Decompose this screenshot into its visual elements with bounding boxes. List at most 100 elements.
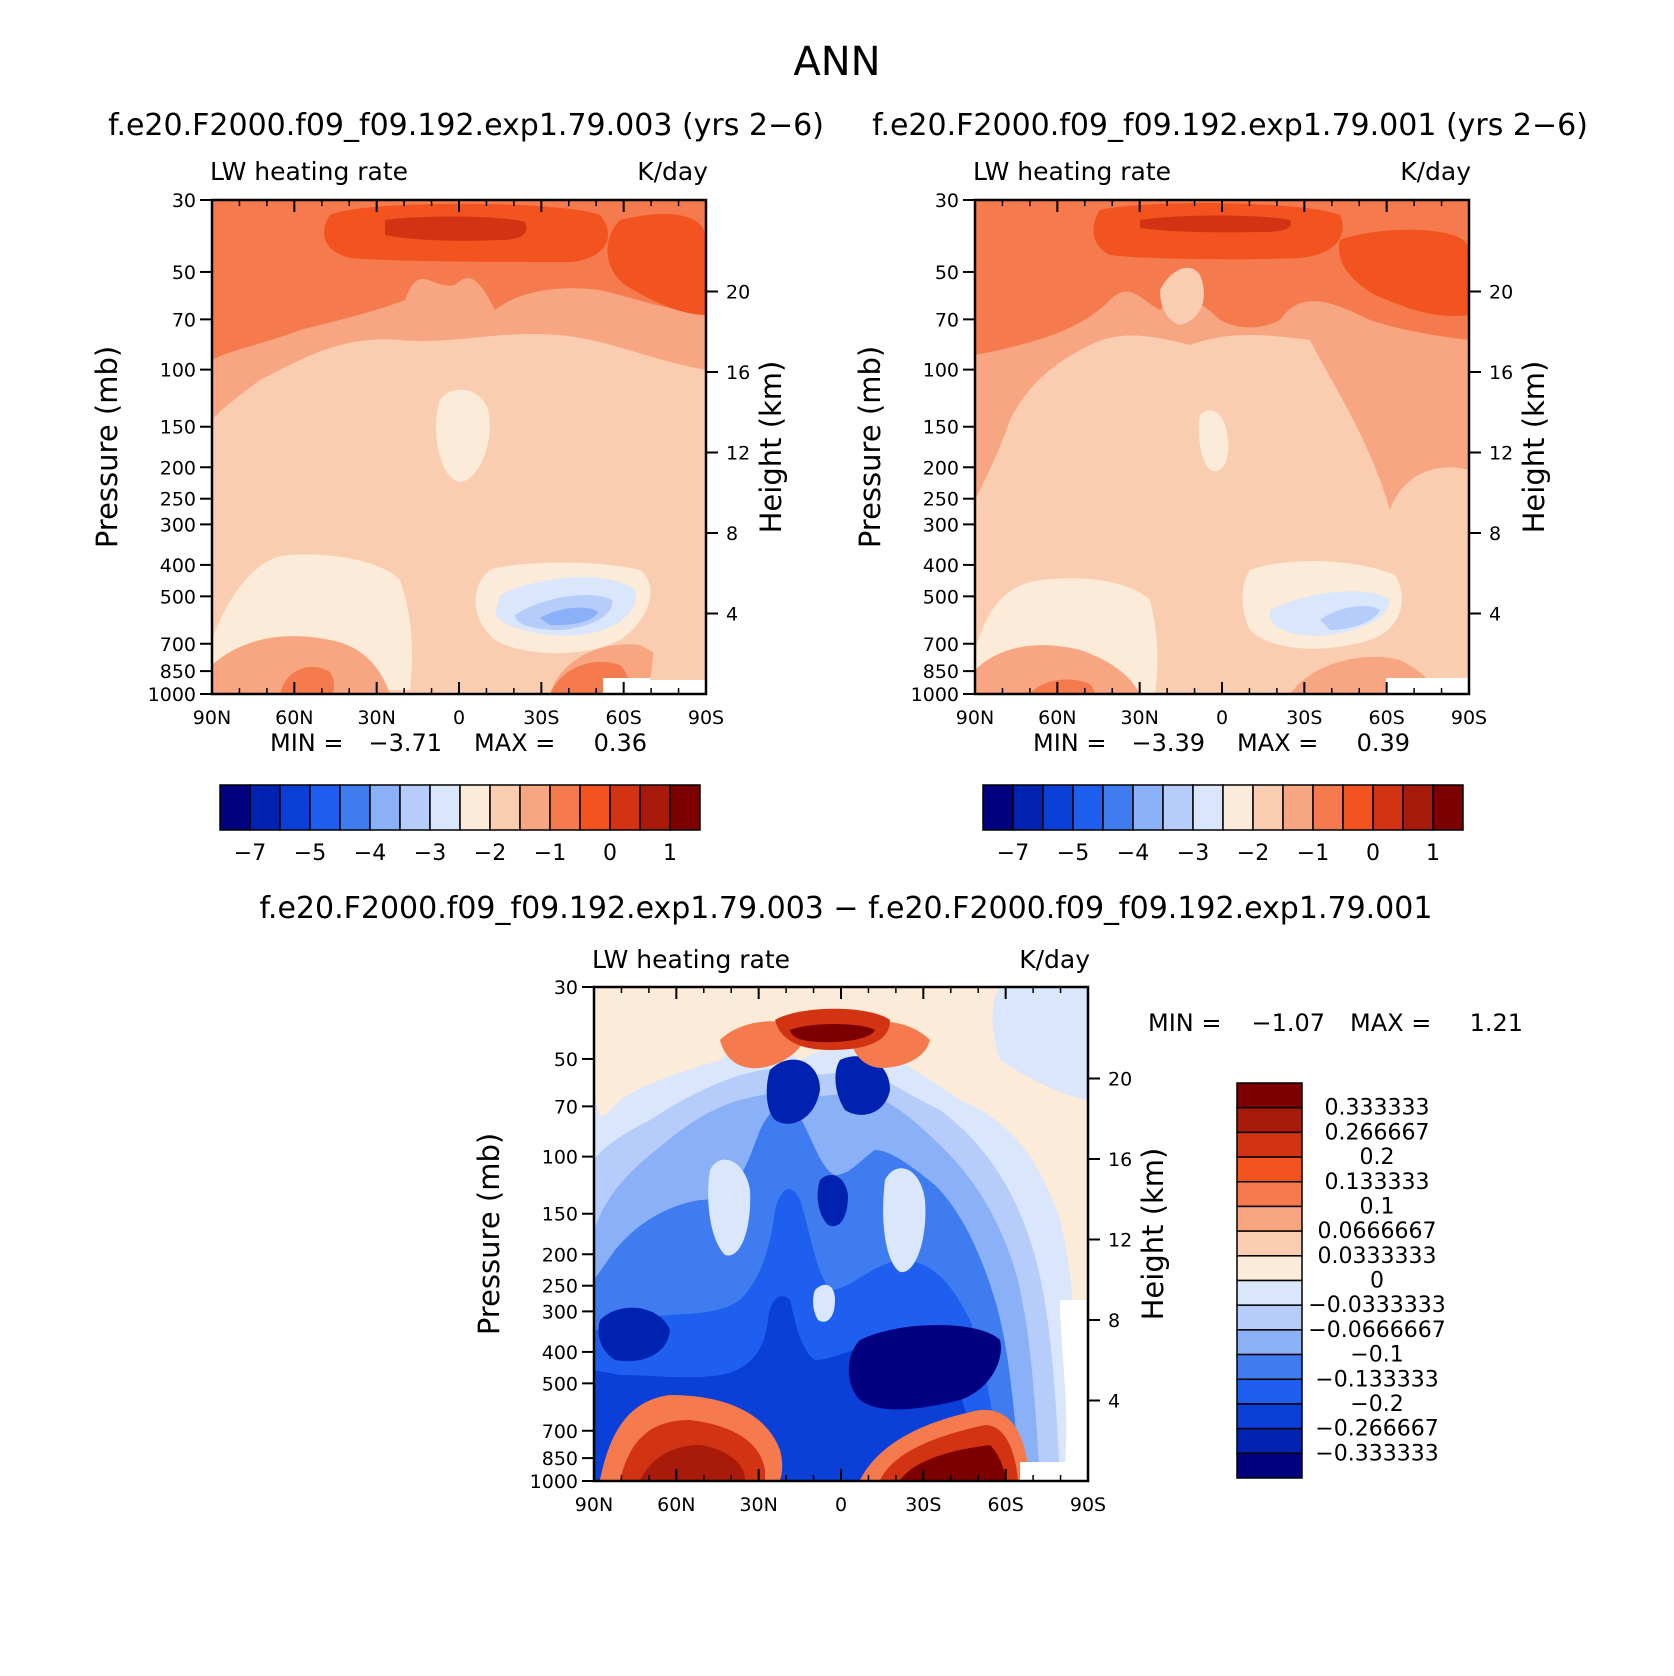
panel3-colorbar-label: 0 [1370, 1269, 1384, 1294]
panel3-colorbar-label: −0.0333333 [1308, 1293, 1445, 1318]
panel2-colorbar-cell [1282, 784, 1314, 831]
panel3-min-label: MIN = [1148, 1009, 1221, 1037]
panel1-colorbar-label: −7 [234, 841, 266, 866]
panel3-ytick-label: 850 [542, 1448, 578, 1470]
panel2-max-value: 0.39 [1357, 729, 1410, 757]
panel3-colorbar-label: −0.0666667 [1308, 1318, 1445, 1343]
panel3-title: f.e20.F2000.f09_f09.192.exp1.79.003 − f.… [260, 891, 1433, 926]
panel3-ytick-label: 200 [542, 1244, 578, 1266]
panel2-ytick-right-label: 20 [1489, 281, 1513, 303]
panel1-colorbar-cell [489, 784, 521, 831]
panel2-xtick-label: 90S [1451, 707, 1487, 729]
panel2-xtick-label: 60S [1369, 707, 1405, 729]
panel2-ytick-label: 300 [923, 514, 959, 536]
panel3-colorbar-cell [1236, 1082, 1303, 1109]
panel1-ytick-label: 850 [160, 661, 196, 683]
panel3-colorbar-label: −0.266667 [1315, 1417, 1438, 1442]
panel2-colorbar-cell [1042, 784, 1074, 831]
panel3-colorbar-cell [1236, 1452, 1303, 1479]
panel1-ytick-label: 300 [160, 514, 196, 536]
panel2-ytick-label: 100 [923, 360, 959, 382]
panel2-colorbar-label: −4 [1117, 841, 1149, 866]
panel2-xtick-label: 0 [1216, 707, 1228, 729]
panel1-xtick-label: 60S [606, 707, 642, 729]
panel3-xtick-label: 90S [1070, 1494, 1106, 1516]
panel3-xtick-label: 60N [657, 1494, 695, 1516]
panel3-ytick-right-label: 16 [1108, 1149, 1132, 1171]
panel1-axes: 90N 60N 30N 0 30S 60S 90S 30 50 70 100 150 200 250 300… [90, 190, 788, 757]
panel1-ytick-right-label: 20 [726, 281, 750, 303]
panel1-ytick-label: 50 [172, 262, 196, 284]
panel3-ytick-label: 500 [542, 1373, 578, 1395]
panel3-colorbar-label: 0.266667 [1325, 1120, 1430, 1145]
axes-layer: 90N 60N 30N 0 30S 60S 90S305070100150200250300… [90, 190, 1551, 1516]
panel3-colorbar-cell [1236, 1255, 1303, 1282]
panel3-colorbar-label: 0.1 [1360, 1194, 1395, 1219]
panel1-max-value: 0.36 [594, 729, 647, 757]
panel3-colorbar-cell [1236, 1427, 1303, 1455]
panel1-xtick-label: 0 [453, 707, 465, 729]
panel1-colorbar: −7 −5 −4 −3 −2 −1 0 1 [219, 784, 701, 866]
panel3-xtick-label: 30S [905, 1494, 941, 1516]
panel1-colorbar-cell [249, 784, 281, 831]
panel2-max-label: MAX = [1237, 729, 1318, 757]
panel3-colorbar-label: 0.2 [1360, 1145, 1395, 1170]
panel2-ytick-label: 30 [935, 190, 959, 212]
panel1-colorbar-label: −2 [474, 841, 506, 866]
panel2-colorbar-cell [1102, 784, 1134, 831]
panel2-min-label: MIN = [1033, 729, 1106, 757]
panel2-xtick-label: 30S [1286, 707, 1322, 729]
panel3-subtitle-right: K/day [1019, 945, 1090, 974]
panel3-colorbar-label: −0.333333 [1315, 1441, 1438, 1466]
panel1-xtick-label: 30N [357, 707, 395, 729]
panel3-colorbar-cell [1236, 1279, 1303, 1306]
panel3-xtick-label: 0 [835, 1494, 847, 1516]
panel2-colorbar-label: −5 [1057, 841, 1089, 866]
panel3-ytick-label: 250 [542, 1276, 578, 1298]
panel3-ytick-label: 50 [554, 1049, 578, 1071]
panel2-axes: 90N 60N 30N 0 30S 60S 90S 30 50 70 100 150 200 250 300… [853, 190, 1551, 757]
panel2-colorbar-label: −7 [997, 841, 1029, 866]
panel1-ytick-label: 400 [160, 555, 196, 577]
panel3-ytick-label: 150 [542, 1204, 578, 1226]
panel2-colorbar-cell [1132, 784, 1164, 831]
panel3-colorbar: 0.3333330.2666670.20.1333330.10.06666670… [1236, 1082, 1446, 1479]
panel3-colorbar-cell [1236, 1353, 1303, 1380]
panel2-ylabel-right: Height (km) [1517, 361, 1551, 534]
panel3-colorbar-cell [1236, 1304, 1303, 1331]
panel3-colorbar-cell [1236, 1131, 1303, 1158]
panel2-field [975, 200, 1469, 694]
panel1-field [212, 200, 706, 694]
panel3-colorbar-label: 0.133333 [1325, 1170, 1430, 1195]
panel3-xtick-label: 30N [739, 1494, 777, 1516]
panel2-xtick-label: 90N [956, 707, 994, 729]
panel2-ytick-label: 70 [935, 309, 959, 331]
panel1-colorbar-cell [609, 784, 641, 831]
panel3-colorbar-label: 0.333333 [1325, 1096, 1430, 1121]
panel2-subtitle-right: K/day [1400, 157, 1471, 186]
panel2-colorbar-cell [1222, 784, 1254, 831]
panel3-ytick-label: 100 [542, 1147, 578, 1169]
panel2-ytick-label: 50 [935, 262, 959, 284]
panel2-ytick-right-label: 8 [1489, 523, 1501, 545]
panel2-ylabel: Pressure (mb) [853, 346, 887, 548]
panel3-ytick-label: 30 [554, 977, 578, 999]
panel3-colorbar-label: 0.0333333 [1318, 1244, 1437, 1269]
panel3-ytick-label: 300 [542, 1301, 578, 1323]
panel1-colorbar-cell [429, 784, 461, 831]
panel3-xtick-label: 90N [575, 1494, 613, 1516]
panel3-ytick-label: 400 [542, 1342, 578, 1364]
panel2-ytick-label: 200 [923, 457, 959, 479]
panel1-ytick-right-label: 8 [726, 523, 738, 545]
panel2-colorbar-label: 1 [1426, 841, 1440, 866]
panel1-colorbar-cell [219, 784, 251, 831]
panel2-ytick-right-label: 4 [1489, 603, 1501, 625]
panel2-colorbar-cell [1162, 784, 1194, 831]
panel1-ytick-label: 200 [160, 457, 196, 479]
panel2-colorbar-label: −1 [1297, 841, 1329, 866]
panel1-min-value: −3.71 [368, 729, 442, 757]
panel1-ytick-label: 150 [160, 417, 196, 439]
colorbars-layer: −7 −5 −4 −3 −2 −1 0 1 −7 −5 −4 −3 −2 −1 0 1 0.3333330.26… [219, 784, 1464, 1479]
panel3-colorbar-label: −0.133333 [1315, 1367, 1438, 1392]
panel1-xtick-label: 90N [193, 707, 231, 729]
